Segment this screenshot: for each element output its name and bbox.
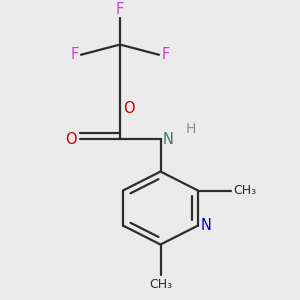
Text: F: F: [116, 2, 124, 17]
Text: N: N: [163, 132, 174, 147]
Text: O: O: [65, 132, 77, 147]
Text: CH₃: CH₃: [149, 278, 172, 290]
Text: F: F: [70, 47, 79, 62]
Text: CH₃: CH₃: [233, 184, 256, 197]
Text: H: H: [186, 122, 196, 136]
Text: O: O: [124, 101, 135, 116]
Text: N: N: [200, 218, 211, 233]
Text: F: F: [161, 47, 170, 62]
